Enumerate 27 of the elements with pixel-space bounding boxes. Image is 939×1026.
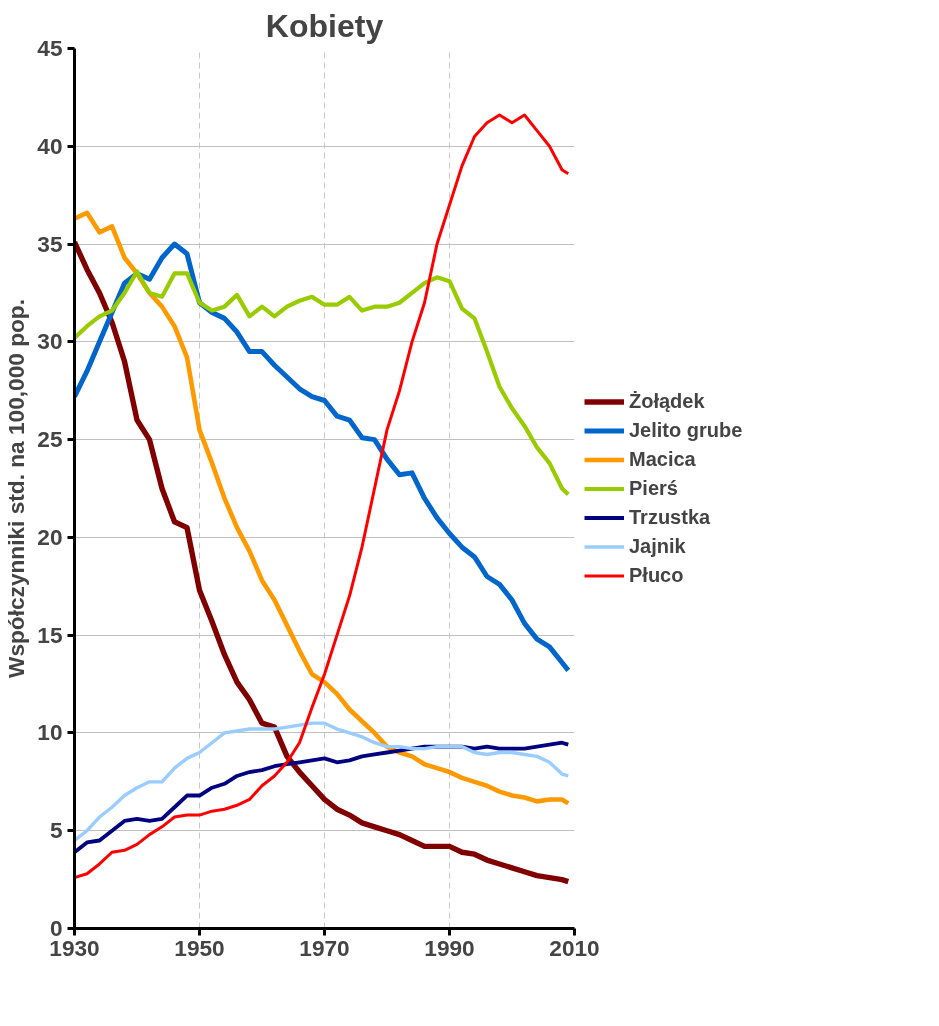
legend-label: Żołądek xyxy=(629,389,705,413)
line-series xyxy=(74,210,571,806)
y-axis-title: Współczynniki std. na 100,000 pop. xyxy=(3,299,30,678)
y-tick-label: 10 xyxy=(37,719,63,746)
x-tick-label: 1990 xyxy=(424,934,475,961)
x-tick-label: 1950 xyxy=(174,934,225,961)
y-tick-label: 15 xyxy=(37,621,63,648)
line-series xyxy=(74,269,571,497)
y-tick-label: 35 xyxy=(37,230,63,257)
line-series xyxy=(74,721,570,843)
x-tick-label: 2010 xyxy=(549,934,600,961)
legend-label: Trzustka xyxy=(629,505,711,529)
y-tick-label: 25 xyxy=(37,426,63,453)
legend-label: Płuco xyxy=(629,563,684,587)
x-tick-label: 1970 xyxy=(299,934,350,961)
legend-label: Jajnik xyxy=(629,534,686,558)
legend-label: Jelito grube xyxy=(629,418,743,442)
line-series xyxy=(74,113,570,880)
y-tick-label: 45 xyxy=(37,35,63,61)
y-tick-label: 30 xyxy=(37,328,63,355)
y-tick-label: 20 xyxy=(37,523,63,550)
legend-label: Pierś xyxy=(629,476,678,500)
legend-label: Macica xyxy=(629,447,696,471)
y-tick-label: 5 xyxy=(49,817,63,844)
chart-title: Kobiety xyxy=(265,7,384,44)
y-tick-label: 40 xyxy=(37,132,63,159)
y-tick-label: 0 xyxy=(49,915,63,941)
